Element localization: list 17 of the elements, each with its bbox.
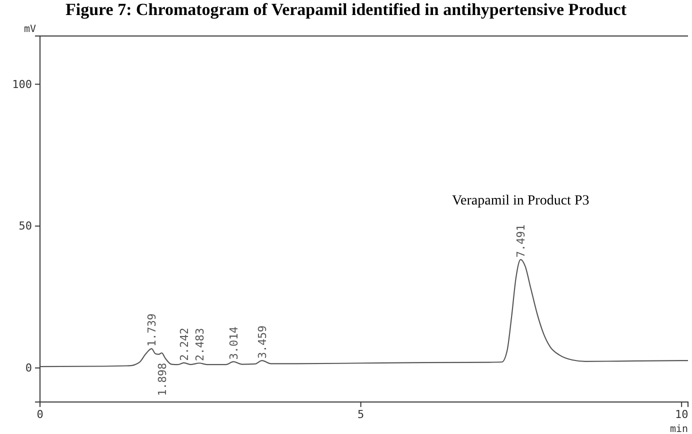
x-tick-label: 5	[357, 408, 364, 421]
x-tick-label: 10	[674, 408, 688, 421]
x-tick-label: 0	[36, 408, 44, 421]
y-tick-label: 50	[18, 220, 32, 233]
annotation: 1.898	[156, 362, 169, 396]
annotation: 3.459	[256, 325, 269, 359]
annotation: 2.483	[193, 328, 206, 362]
annotation: 7.491	[514, 224, 528, 258]
annotation: 1.739	[146, 314, 159, 347]
annotation: 3.014	[227, 326, 240, 360]
x-axis-title: min	[670, 424, 688, 434]
annotation: Verapamil in Product P3	[452, 194, 590, 209]
chart-title: Figure 7: Chromatogram of Verapamil identified in antihypertensive Product	[66, 0, 627, 19]
annotation: 2.242	[178, 328, 191, 361]
y-axis-title: mV	[24, 24, 36, 35]
y-tick-label: 0	[25, 361, 32, 374]
y-tick-label: 100	[12, 78, 32, 91]
